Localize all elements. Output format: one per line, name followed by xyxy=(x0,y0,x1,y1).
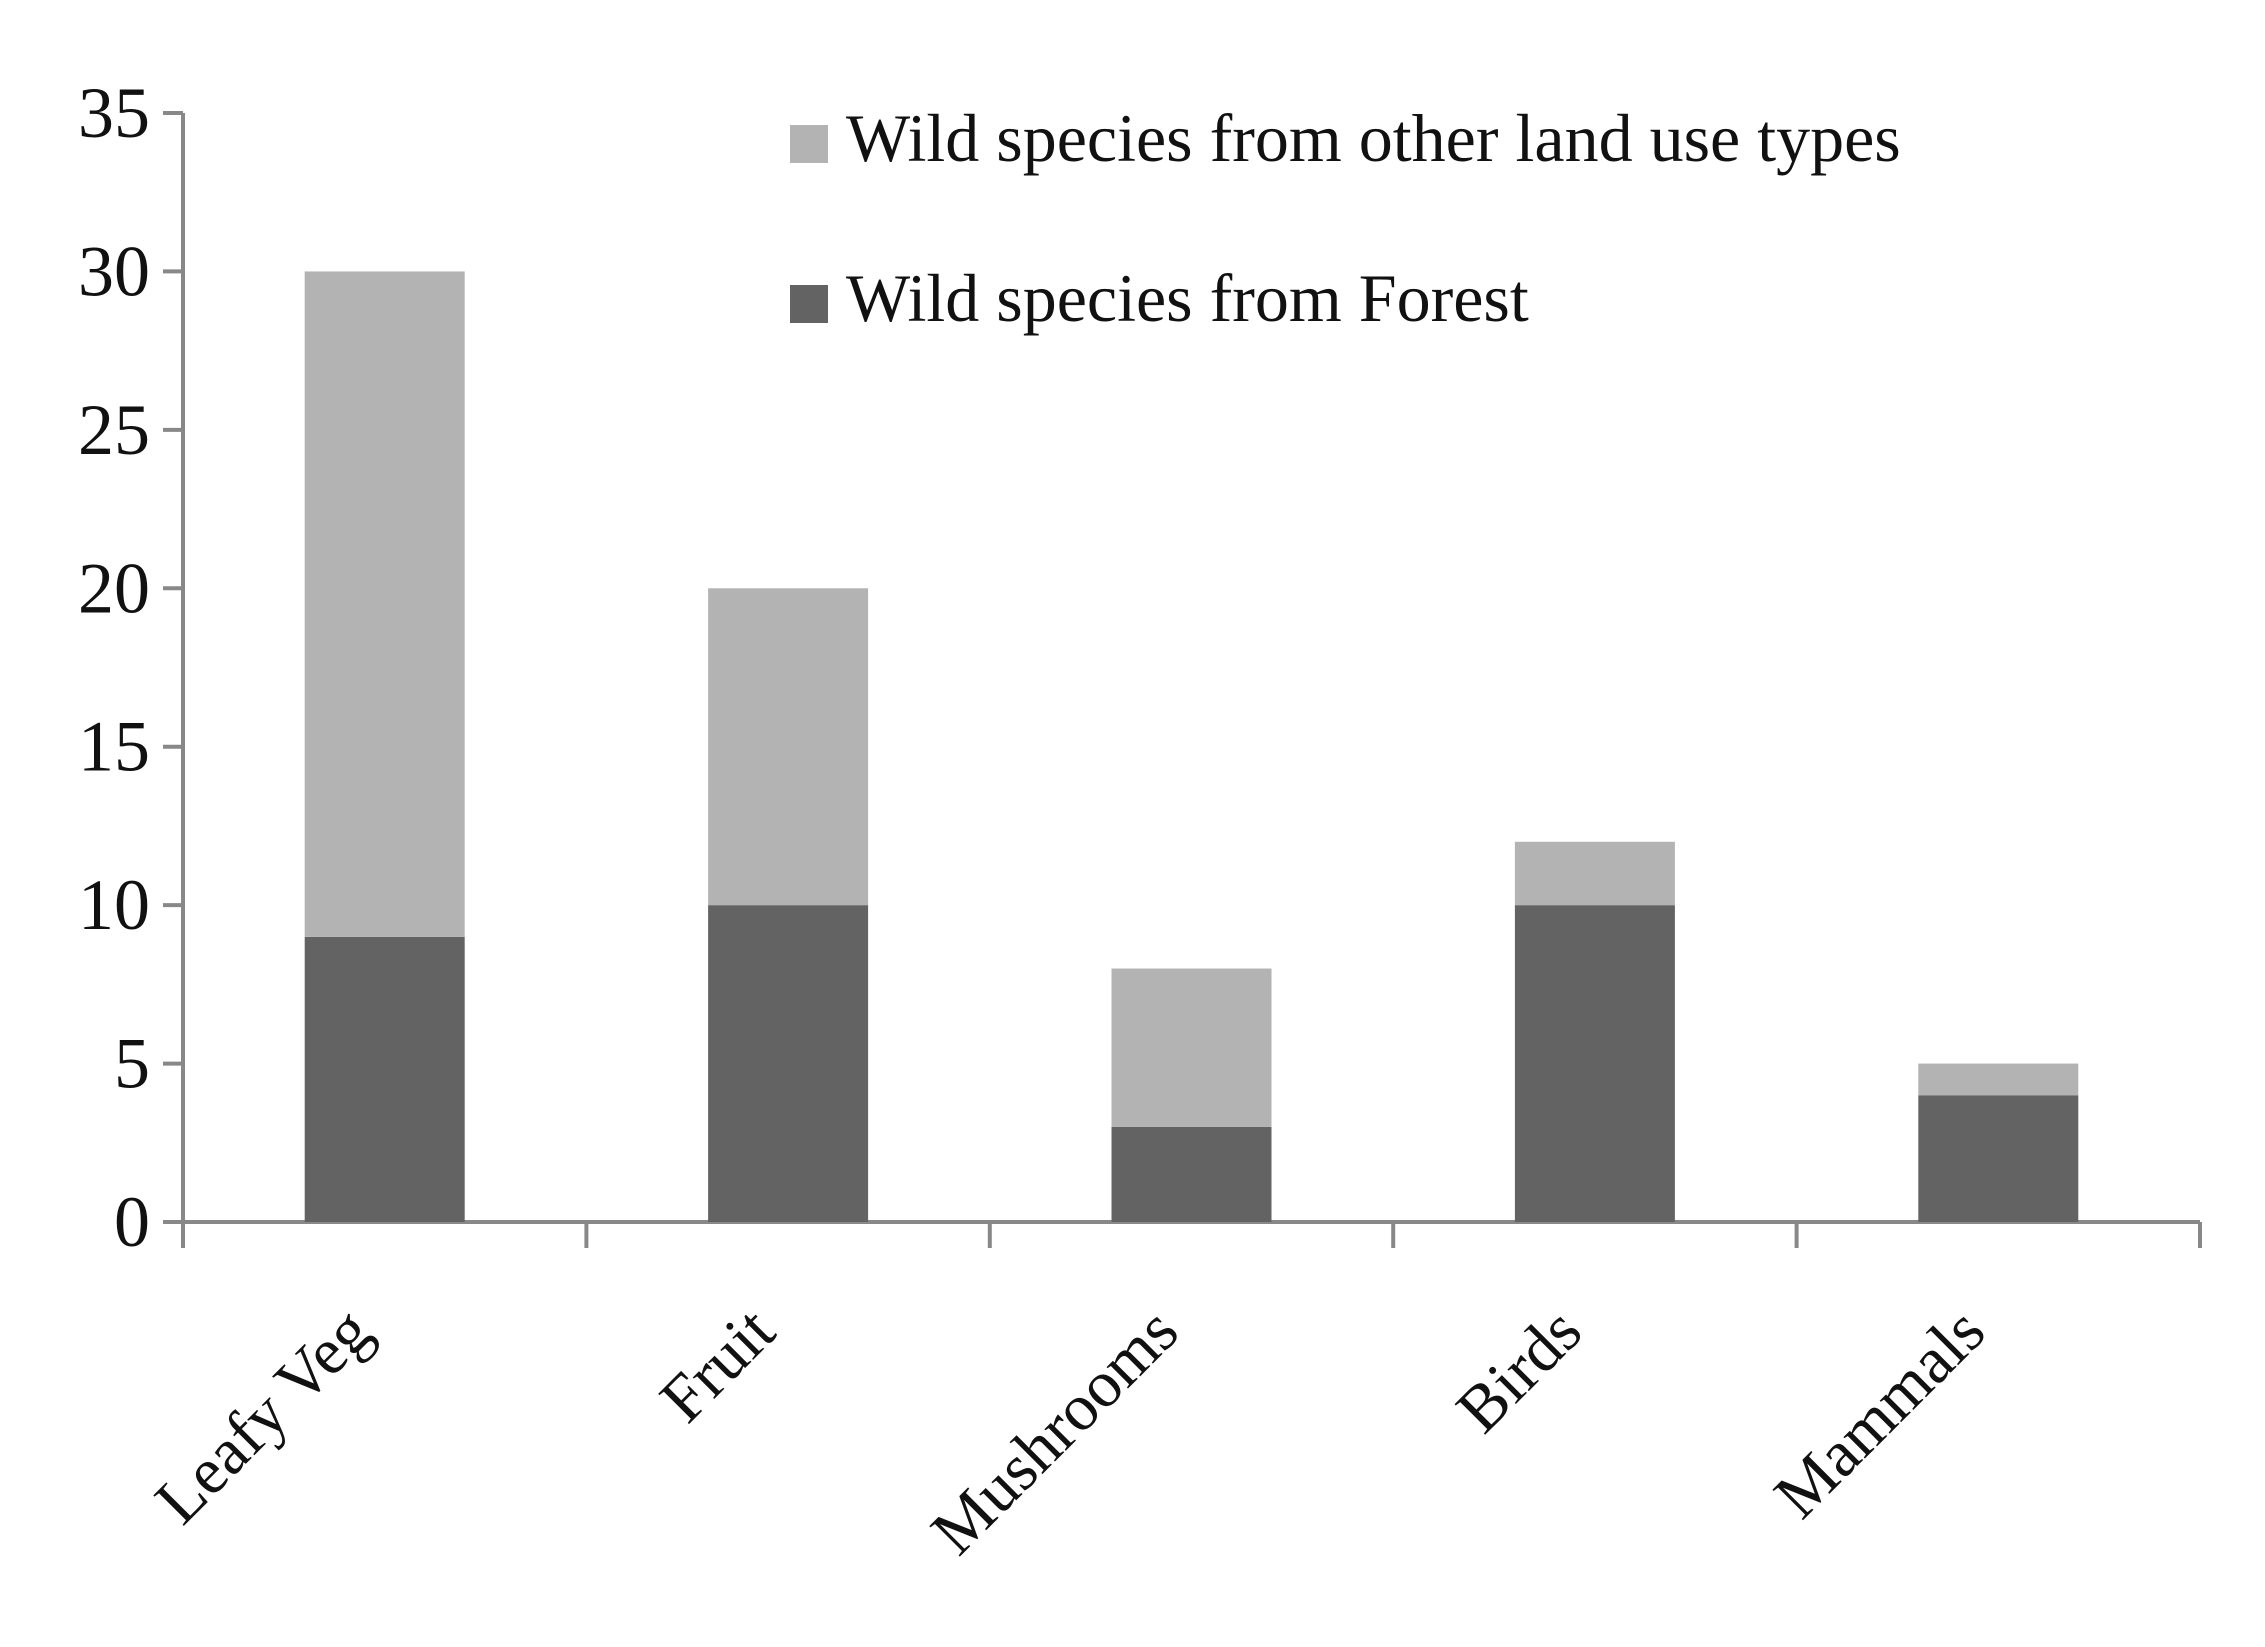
x-category-label: Mammals xyxy=(1761,1294,1999,1532)
bar-segment-forest xyxy=(708,905,869,1222)
y-tick-label: 35 xyxy=(78,73,150,153)
legend-swatch xyxy=(790,125,828,163)
y-tick-label: 10 xyxy=(78,865,150,945)
y-tick-label: 15 xyxy=(78,707,150,787)
bar-segment-other-land-use xyxy=(1514,841,1675,906)
bars xyxy=(304,271,2079,1222)
x-category-label: Mushrooms xyxy=(917,1294,1192,1569)
bar-segment-forest xyxy=(1918,1095,2079,1222)
bar-segment-other-land-use xyxy=(708,588,869,906)
y-tick-label: 20 xyxy=(78,548,150,628)
x-category-label: Fruit xyxy=(646,1294,788,1436)
bar-segment-forest xyxy=(304,936,465,1222)
y-tick-label: 25 xyxy=(78,390,150,470)
legend-swatch xyxy=(790,285,828,323)
bar-segment-other-land-use xyxy=(304,271,465,937)
bar-segment-forest xyxy=(1111,1126,1272,1222)
y-tick-label: 5 xyxy=(114,1024,150,1104)
legend: Wild species from other land use types Wi… xyxy=(790,100,1901,336)
y-tick-label: 30 xyxy=(78,231,150,311)
bar-segment-forest xyxy=(1514,905,1675,1222)
x-category-label: Birds xyxy=(1443,1294,1596,1447)
y-tick-label: 0 xyxy=(114,1182,150,1262)
bar-segment-other-land-use xyxy=(1918,1063,2079,1096)
y-axis-ticks: 0 5 10 15 20 25 30 35 xyxy=(78,73,183,1262)
x-category-label: Leafy Veg xyxy=(141,1294,385,1538)
x-axis-labels: Leafy Veg Fruit Mushrooms Birds Mammals xyxy=(141,1294,1998,1569)
legend-label: Wild species from Forest xyxy=(846,260,1529,336)
bar-segment-other-land-use xyxy=(1111,968,1272,1127)
legend-label: Wild species from other land use types xyxy=(846,100,1901,176)
